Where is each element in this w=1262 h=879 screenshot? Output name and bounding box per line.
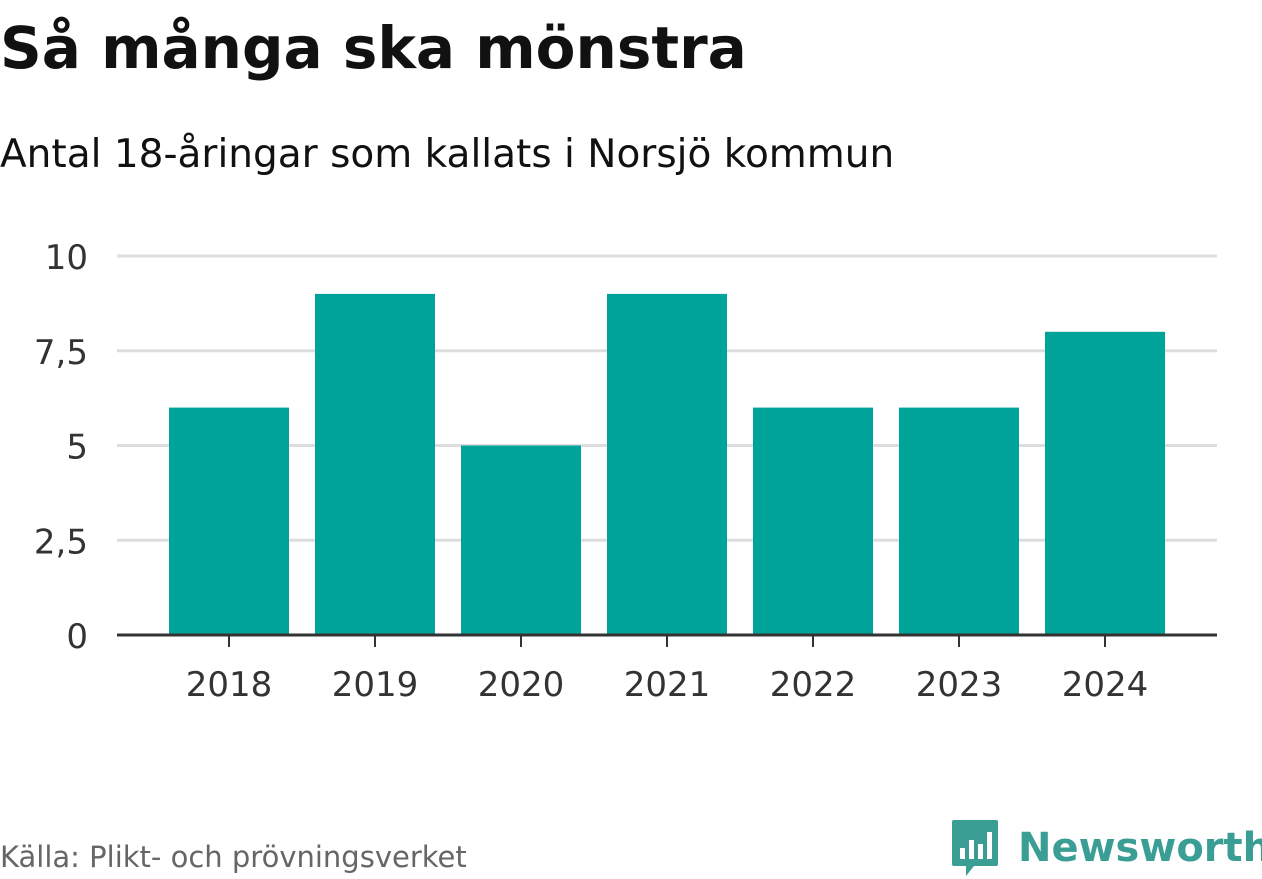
source-note: Källa: Plikt- och prövningsverket [0, 840, 467, 874]
y-tick-label: 0 [66, 617, 88, 657]
bars [169, 293, 1165, 635]
x-tick-label: 2020 [478, 665, 565, 705]
x-tick-label: 2023 [916, 665, 1003, 705]
brand-name: Newsworthy [1018, 825, 1262, 871]
bar [753, 407, 873, 635]
y-tick-labels: 0 2,5 5 7,5 10 [34, 238, 88, 657]
y-tick-label: 10 [45, 238, 88, 278]
y-tick-label: 7,5 [34, 333, 88, 373]
bar-chart-speech-bubble-icon [952, 820, 998, 876]
bar [607, 293, 727, 635]
bar [169, 407, 289, 635]
y-tick-label: 2,5 [34, 522, 88, 562]
y-tick-label: 5 [66, 428, 88, 468]
chart-subtitle: Antal 18-åringar som kallats i Norsjö ko… [0, 132, 895, 177]
x-axis [117, 633, 1217, 647]
x-tick-label: 2018 [186, 665, 273, 705]
bar [461, 445, 581, 635]
x-tick-label: 2022 [770, 665, 857, 705]
chart-title: Så många ska mönstra [0, 14, 747, 82]
bar [899, 407, 1019, 635]
x-tick-label: 2021 [624, 665, 711, 705]
x-tick-labels: 2018 2019 2020 2021 2022 2023 2024 [186, 665, 1149, 705]
brand-logo: Newsworthy [950, 818, 1262, 878]
x-tick-label: 2024 [1062, 665, 1149, 705]
bar [1045, 331, 1165, 635]
bar [315, 293, 435, 635]
x-tick-label: 2019 [332, 665, 419, 705]
